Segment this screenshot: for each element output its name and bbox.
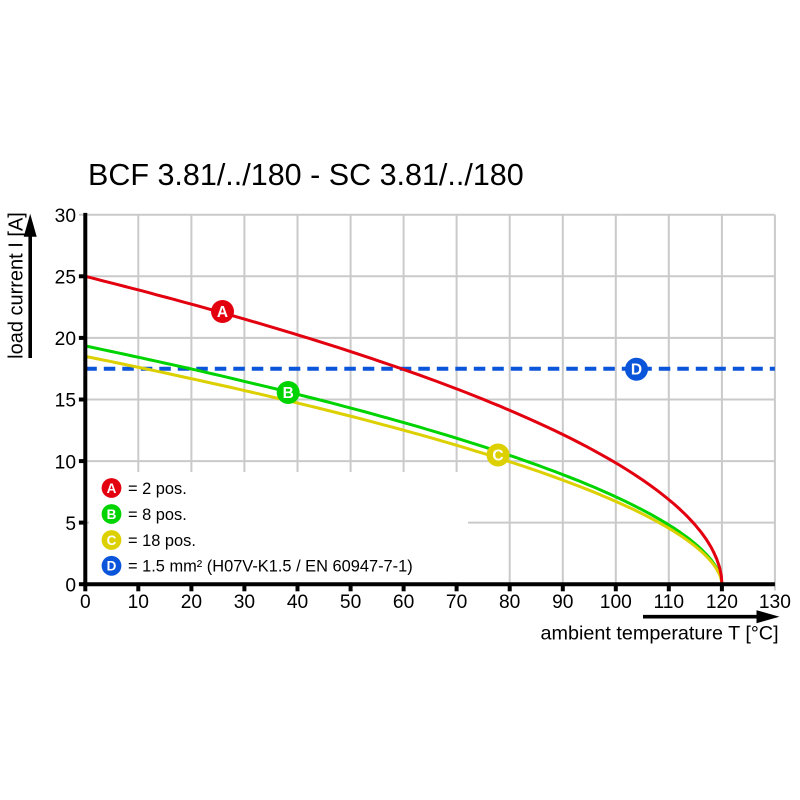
svg-text:D: D — [107, 559, 117, 574]
svg-text:30: 30 — [234, 592, 255, 613]
svg-text:0: 0 — [65, 575, 76, 596]
svg-text:30: 30 — [55, 206, 76, 227]
svg-text:= 18 pos.: = 18 pos. — [128, 532, 196, 550]
svg-text:50: 50 — [340, 592, 361, 613]
svg-text:D: D — [631, 362, 642, 379]
svg-text:120: 120 — [706, 592, 738, 613]
svg-text:15: 15 — [55, 391, 76, 412]
svg-text:60: 60 — [393, 592, 414, 613]
svg-text:B: B — [283, 385, 294, 402]
svg-text:load current I [A]: load current I [A] — [6, 212, 28, 359]
svg-text:100: 100 — [600, 592, 632, 613]
svg-text:20: 20 — [181, 592, 202, 613]
svg-text:A: A — [217, 304, 228, 321]
svg-text:B: B — [107, 507, 117, 522]
svg-text:A: A — [107, 481, 117, 496]
svg-text:10: 10 — [128, 592, 149, 613]
svg-text:80: 80 — [499, 592, 520, 613]
svg-text:90: 90 — [552, 592, 573, 613]
svg-text:110: 110 — [654, 592, 685, 613]
svg-text:20: 20 — [55, 329, 76, 350]
svg-text:C: C — [492, 447, 503, 464]
svg-text:= 1.5 mm² (H07V-K1.5 / EN 6094: = 1.5 mm² (H07V-K1.5 / EN 60947-7-1) — [128, 558, 413, 576]
svg-text:5: 5 — [65, 514, 76, 535]
svg-text:BCF 3.81/../180 - SC 3.81/../1: BCF 3.81/../180 - SC 3.81/../180 — [88, 158, 524, 192]
svg-text:0: 0 — [80, 592, 91, 613]
svg-text:10: 10 — [55, 452, 76, 473]
svg-text:130: 130 — [759, 592, 791, 613]
svg-text:= 8 pos.: = 8 pos. — [128, 506, 187, 524]
svg-text:40: 40 — [287, 592, 308, 613]
svg-text:= 2 pos.: = 2 pos. — [128, 480, 187, 498]
svg-text:ambient temperature T [°C]: ambient temperature T [°C] — [541, 623, 779, 645]
svg-text:70: 70 — [446, 592, 467, 613]
svg-text:C: C — [107, 533, 117, 548]
svg-text:25: 25 — [55, 268, 76, 289]
